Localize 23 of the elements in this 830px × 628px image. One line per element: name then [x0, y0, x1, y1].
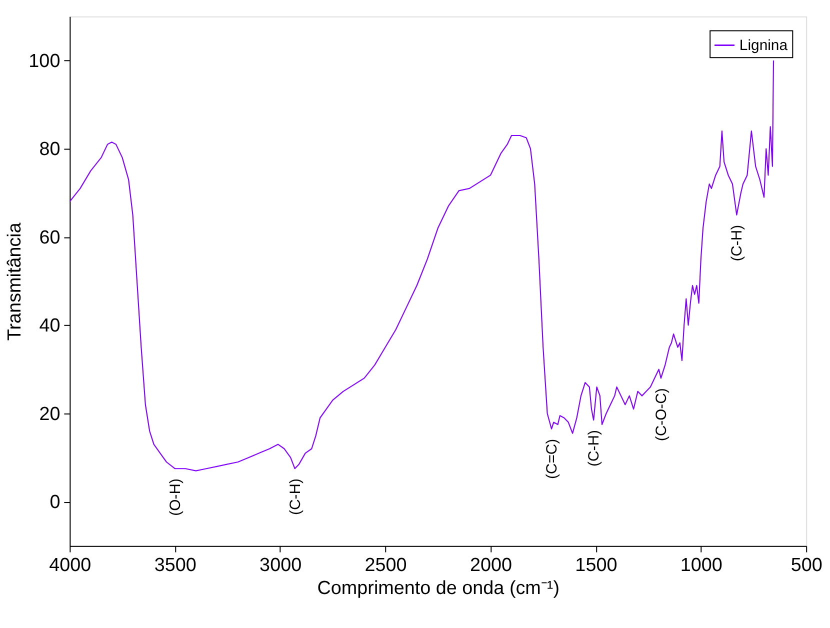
y-tick-label: 80: [39, 139, 60, 160]
annotation: (C-O-C): [652, 388, 670, 442]
y-tick-label: 100: [28, 50, 60, 72]
y-axis-title: Transmitância: [4, 222, 26, 341]
y-tick-label: 40: [39, 316, 60, 337]
annotation: (O-H): [166, 478, 184, 516]
y-tick-label: 20: [39, 404, 60, 425]
x-axis-title: Comprimento de onda (cm⁻¹): [317, 578, 560, 600]
annotation: (C=C): [543, 438, 560, 480]
annotation: (C-H): [286, 478, 304, 515]
x-tick-label: 4000: [49, 555, 92, 576]
x-tick-label: 1000: [680, 555, 722, 576]
y-tick-label: 0: [50, 492, 60, 514]
legend-label: Lignina: [739, 37, 788, 54]
x-tick-label: 2000: [470, 555, 512, 576]
annotation: (C-H): [586, 430, 603, 466]
x-tick-label: 1500: [575, 555, 618, 576]
x-tick-label: 500: [790, 555, 822, 576]
annotation: (C-H): [728, 224, 746, 262]
x-tick-label: 3500: [154, 555, 196, 576]
y-tick-label: 60: [39, 227, 60, 248]
x-tick-label: 2500: [364, 555, 407, 576]
x-tick-label: 3000: [260, 555, 302, 576]
